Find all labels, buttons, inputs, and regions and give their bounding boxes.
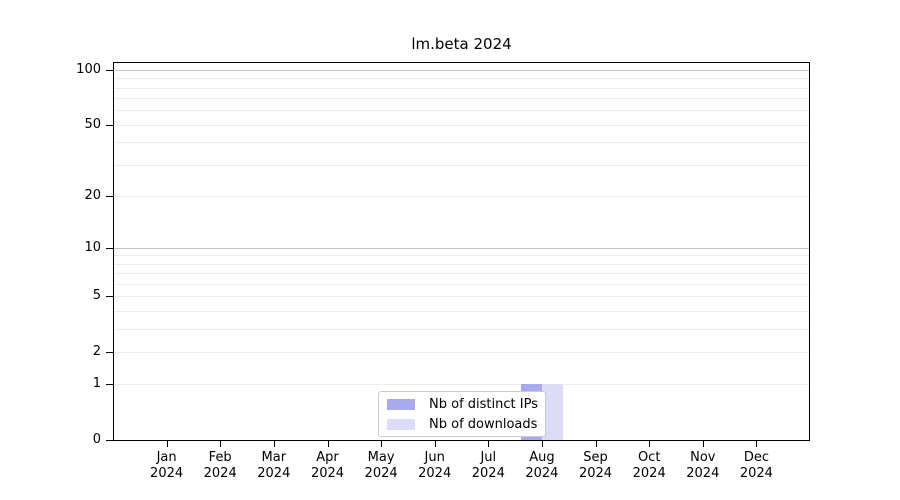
x-tick-month: Jun — [424, 450, 445, 465]
x-tick-month: Sep — [583, 450, 608, 465]
x-tick-label: Aug 2024 — [510, 450, 574, 482]
legend-item: Nb of downloads — [387, 414, 537, 434]
y-tick-label: 20 — [84, 187, 101, 203]
x-tick-year: 2024 — [257, 466, 291, 481]
x-tick-month: May — [367, 450, 395, 465]
x-tick-month: Jul — [480, 450, 497, 465]
minor-gridline — [113, 273, 810, 275]
minor-gridline — [113, 351, 810, 353]
bar-downloads — [541, 384, 563, 440]
x-axis-tick — [434, 441, 436, 447]
legend-swatch — [387, 418, 415, 430]
minor-gridline — [113, 255, 810, 257]
x-axis-tick — [381, 441, 383, 447]
minor-gridline — [113, 296, 810, 298]
x-axis-tick — [756, 441, 758, 447]
x-tick-label: Nov 2024 — [671, 450, 735, 482]
x-tick-year: 2024 — [525, 466, 559, 481]
x-axis-tick — [166, 441, 168, 447]
x-tick-label: May 2024 — [349, 450, 413, 482]
x-axis-tick — [649, 441, 651, 447]
x-tick-label: Jun 2024 — [403, 450, 467, 482]
legend-label: Nb of downloads — [429, 416, 538, 432]
minor-gridline — [113, 78, 810, 80]
chart-title: lm.beta 2024 — [411, 35, 512, 53]
x-tick-label: Feb 2024 — [188, 450, 252, 482]
x-tick-year: 2024 — [686, 466, 720, 481]
minor-gridline — [113, 164, 810, 166]
chart-legend: Nb of distinct IPs Nb of downloads — [378, 391, 546, 437]
x-tick-label: Dec 2024 — [724, 450, 788, 482]
minor-gridline — [113, 110, 810, 112]
x-tick-year: 2024 — [471, 466, 505, 481]
y-axis-tick — [106, 384, 113, 386]
x-tick-year: 2024 — [310, 466, 345, 481]
minor-gridline — [113, 310, 810, 312]
legend-item: Nb of distinct IPs — [387, 394, 538, 414]
x-tick-year: 2024 — [150, 466, 184, 481]
x-tick-month: Jan — [156, 450, 177, 465]
x-tick-month: Nov — [690, 450, 716, 465]
x-tick-month: Feb — [208, 450, 232, 465]
minor-gridline — [113, 328, 810, 330]
major-gridline — [113, 69, 810, 71]
legend-label: Nb of distinct IPs — [429, 396, 538, 412]
y-tick-label: 1 — [92, 376, 101, 392]
x-tick-year: 2024 — [578, 466, 613, 481]
y-axis-tick — [106, 440, 113, 441]
y-tick-label: 50 — [84, 116, 101, 132]
legend-swatch — [387, 398, 415, 410]
minor-gridline — [113, 283, 810, 285]
x-tick-month: Apr — [316, 450, 339, 465]
x-axis-tick — [327, 441, 329, 447]
x-tick-label: Oct 2024 — [617, 450, 681, 482]
minor-gridline — [113, 142, 810, 144]
y-axis-tick — [106, 351, 113, 353]
minor-gridline — [113, 384, 810, 386]
x-tick-label: Sep 2024 — [564, 450, 628, 482]
minor-gridline — [113, 124, 810, 126]
x-axis-tick — [220, 441, 222, 447]
x-axis-tick — [702, 441, 704, 447]
x-axis-tick — [488, 441, 490, 447]
x-tick-label: Apr 2024 — [296, 450, 360, 482]
y-tick-label: 10 — [84, 239, 101, 255]
x-tick-label: Jul 2024 — [456, 450, 520, 482]
y-axis-tick — [106, 296, 113, 298]
x-tick-month: Oct — [637, 450, 661, 465]
x-tick-year: 2024 — [364, 466, 398, 481]
x-tick-month: Aug — [529, 450, 555, 465]
x-axis-tick — [273, 441, 275, 447]
y-axis-tick — [106, 195, 113, 197]
y-axis-tick — [106, 69, 113, 71]
y-axis-tick — [106, 247, 113, 249]
x-tick-month: Dec — [743, 450, 769, 465]
x-axis-tick — [595, 441, 597, 447]
x-tick-label: Mar 2024 — [242, 450, 306, 482]
y-tick-label: 0 — [92, 432, 101, 447]
minor-gridline — [113, 98, 810, 100]
minor-gridline — [113, 263, 810, 265]
x-tick-year: 2024 — [203, 466, 237, 481]
y-axis-tick — [106, 124, 113, 126]
x-tick-year: 2024 — [418, 466, 452, 481]
x-tick-month: Mar — [261, 450, 287, 465]
x-axis-tick — [541, 441, 543, 447]
minor-gridline — [113, 195, 810, 197]
y-tick-label: 5 — [92, 288, 101, 304]
x-tick-label: Jan 2024 — [135, 450, 199, 482]
y-tick-label: 2 — [92, 343, 101, 359]
minor-gridline — [113, 87, 810, 89]
major-gridline — [113, 247, 810, 249]
x-tick-year: 2024 — [739, 466, 773, 481]
y-tick-label: 100 — [76, 61, 101, 77]
x-tick-year: 2024 — [632, 466, 666, 481]
